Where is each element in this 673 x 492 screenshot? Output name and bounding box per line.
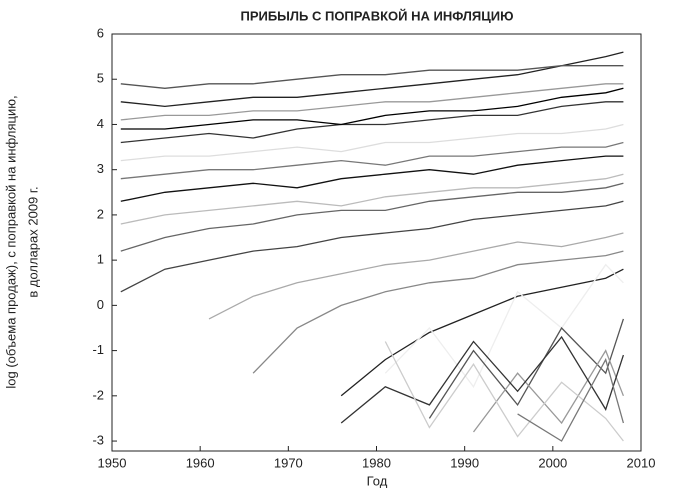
y-tick-label: 5 xyxy=(97,71,104,86)
chart-title: ПРИБЫЛЬ С ПОПРАВКОЙ НА ИНФЛЯЦИЮ xyxy=(240,8,513,23)
x-tick-label: 1980 xyxy=(362,455,391,470)
data-line xyxy=(120,65,624,89)
y-axis-label: в долларах 2009 г. xyxy=(25,186,40,297)
plot-frame xyxy=(111,33,642,452)
data-line xyxy=(384,263,624,389)
y-tick-label: 3 xyxy=(97,161,104,176)
data-line xyxy=(120,51,624,108)
x-tick-label: 2000 xyxy=(538,455,567,470)
data-line xyxy=(120,141,624,180)
x-tick-label: 1950 xyxy=(98,455,127,470)
data-line xyxy=(120,87,624,130)
data-line xyxy=(252,250,624,374)
data-line xyxy=(340,335,625,424)
data-line xyxy=(120,83,624,121)
data-line xyxy=(384,341,624,442)
y-tick-label: 4 xyxy=(97,116,104,131)
data-line xyxy=(120,155,624,202)
data-line xyxy=(428,318,625,419)
y-axis-label: log (объема продаж), с поправкой на инфл… xyxy=(3,95,18,388)
y-tick-label: 0 xyxy=(97,297,104,312)
x-tick-label: 1990 xyxy=(450,455,479,470)
x-tick-label: 1960 xyxy=(186,455,215,470)
y-tick-label: 6 xyxy=(97,25,104,40)
data-line xyxy=(120,123,624,162)
data-line xyxy=(472,349,625,433)
y-tick-label: -1 xyxy=(92,342,104,357)
data-line xyxy=(340,268,624,397)
x-axis-label: Год xyxy=(367,473,388,488)
y-tick-label: -2 xyxy=(92,387,104,402)
x-tick-label: 2010 xyxy=(627,455,656,470)
data-line xyxy=(517,357,625,442)
data-line xyxy=(208,232,624,320)
y-tick-label: -3 xyxy=(92,432,104,447)
data-line xyxy=(120,101,624,144)
y-tick-label: 1 xyxy=(97,252,104,267)
data-line xyxy=(120,173,624,225)
x-tick-label: 1970 xyxy=(274,455,303,470)
data-line xyxy=(120,200,624,293)
data-line xyxy=(120,182,624,252)
y-tick-label: 2 xyxy=(97,206,104,221)
